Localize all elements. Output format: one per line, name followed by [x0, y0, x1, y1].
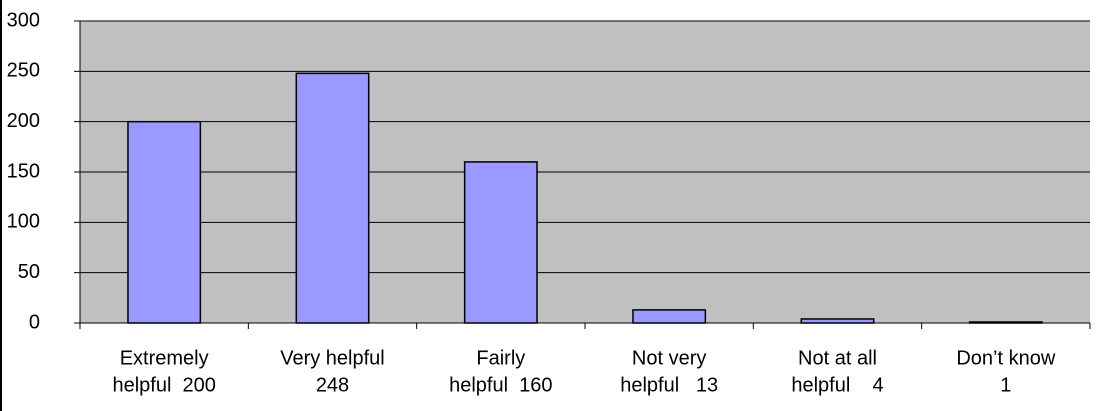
y-tick-label: 0 — [29, 311, 40, 333]
bar — [295, 72, 370, 324]
bar — [800, 318, 875, 324]
x-tick-label: Don’t know — [956, 347, 1055, 369]
x-tick-label: helpful 200 — [112, 374, 215, 396]
x-tick-label: helpful 4 — [791, 374, 883, 396]
y-tick-label: 300 — [7, 9, 40, 31]
x-tick-label: Not very — [632, 347, 706, 369]
bar — [968, 321, 1043, 324]
bar — [463, 161, 538, 324]
y-tick-label: 150 — [7, 160, 40, 182]
x-tick-label: 248 — [316, 374, 349, 396]
x-tick-label: 1 — [1000, 374, 1011, 396]
y-tick-label: 100 — [7, 211, 40, 233]
x-tick-label: Fairly — [476, 347, 525, 369]
bar — [127, 120, 202, 324]
x-tick-label: helpful 13 — [620, 374, 718, 396]
y-tick-label: 200 — [7, 110, 40, 132]
x-tick-label: Extremely — [120, 347, 209, 369]
x-tick-label: Not at all — [798, 347, 877, 369]
y-tick-label: 250 — [7, 60, 40, 82]
y-tick-label: 50 — [18, 261, 40, 283]
x-tick-label: Very helpful — [280, 347, 385, 369]
x-tick-label: helpful 160 — [449, 374, 552, 396]
bar — [632, 309, 707, 324]
